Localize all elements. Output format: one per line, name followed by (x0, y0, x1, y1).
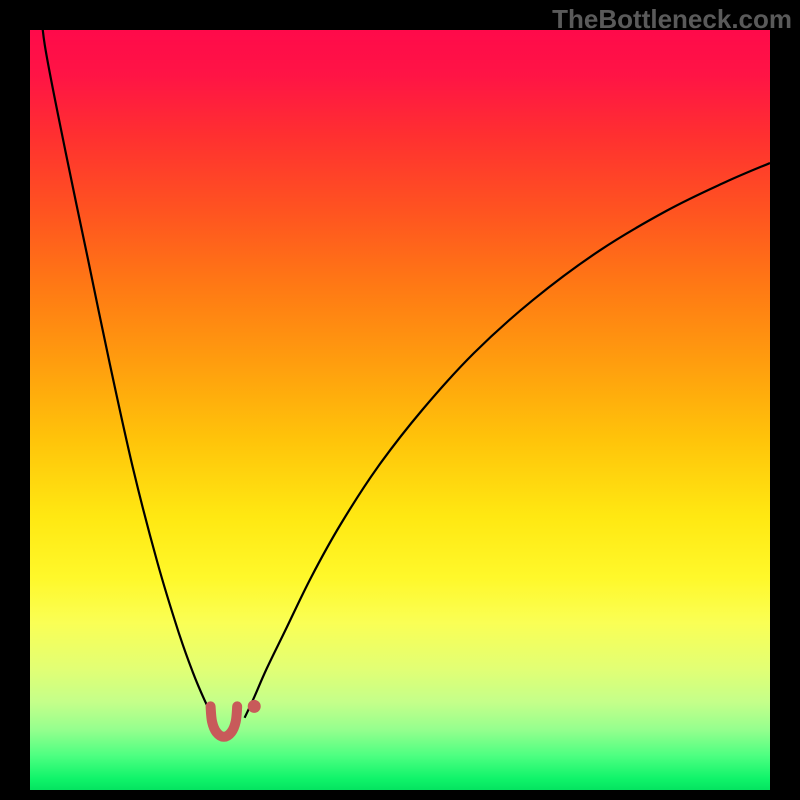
watermark-text: TheBottleneck.com (552, 4, 792, 35)
valley-dot (248, 700, 261, 713)
figure-container: TheBottleneck.com (0, 0, 800, 800)
gradient-background (30, 30, 770, 790)
bottleneck-plot-svg (0, 0, 800, 800)
